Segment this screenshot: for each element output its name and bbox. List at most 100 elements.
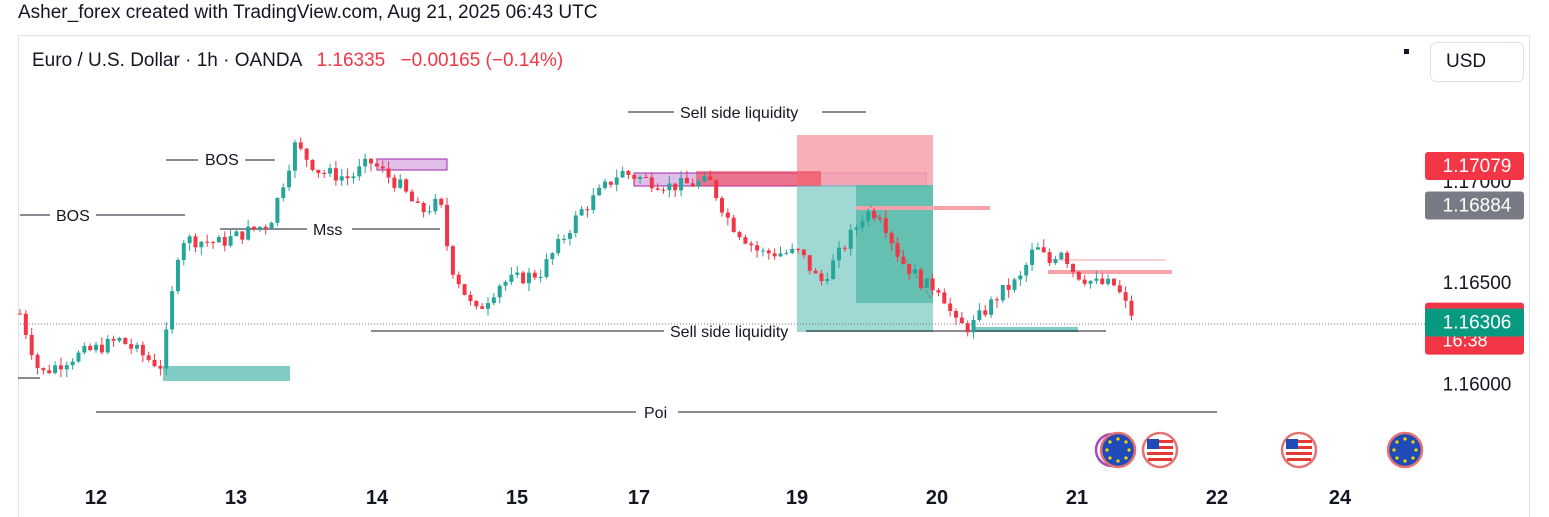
candle (398, 179, 403, 188)
candle (146, 355, 151, 360)
candle (930, 278, 935, 291)
candle (1000, 284, 1005, 301)
candle (486, 303, 490, 309)
candle (1082, 279, 1087, 284)
eu-flag-icon[interactable] (1094, 431, 1137, 469)
economic-events[interactable] (1094, 431, 1424, 469)
candle (661, 189, 666, 191)
us-flag-icon[interactable] (1141, 431, 1179, 469)
candle (117, 337, 122, 341)
menu-dot-icon[interactable] (1404, 49, 1409, 54)
candle (831, 260, 836, 279)
candle (445, 204, 450, 247)
candle (175, 259, 180, 292)
symbol-name[interactable]: Euro / U.S. Dollar · 1h · OANDA (32, 50, 302, 71)
candle (170, 291, 175, 330)
candle (562, 238, 567, 240)
price-badge: 1.16884 (1425, 191, 1524, 220)
candle (287, 170, 292, 188)
candle (573, 215, 578, 234)
candle (187, 236, 192, 244)
symbol-legend[interactable]: Euro / U.S. Dollar · 1h · OANDA 1.16335 … (32, 50, 563, 72)
candle (1059, 252, 1064, 260)
x-tick-label: 22 (1206, 487, 1228, 509)
candle (667, 183, 672, 191)
candle (731, 217, 736, 233)
candle (872, 211, 877, 219)
candle (70, 361, 75, 366)
candle (649, 177, 654, 189)
candle (942, 292, 947, 304)
candle (924, 278, 929, 288)
candle (959, 317, 964, 324)
eu-flag-icon[interactable] (1386, 431, 1424, 469)
candle (521, 272, 526, 284)
candle (989, 299, 994, 315)
candle (971, 320, 976, 333)
us-flag-icon[interactable] (1280, 431, 1318, 469)
candle (1035, 247, 1040, 250)
candle (895, 243, 900, 257)
candle (164, 329, 169, 369)
candle (983, 310, 988, 315)
price-axis[interactable]: 1.160001.165001.170001.170791.168841.163… (1425, 152, 1524, 395)
candle (450, 246, 455, 275)
candle (503, 281, 508, 286)
price-badge: 1.16306 (1425, 308, 1524, 337)
x-tick-label: 13 (225, 487, 247, 509)
x-tick-label: 21 (1066, 487, 1088, 509)
x-tick-label: 17 (628, 487, 650, 509)
candle (129, 344, 134, 349)
candle (474, 300, 479, 307)
fvg-zone-14 (376, 158, 448, 171)
candle (111, 338, 116, 341)
candle (690, 183, 695, 187)
candle (228, 236, 233, 246)
candle (796, 248, 801, 250)
candle (842, 247, 847, 249)
candle (53, 365, 58, 374)
candle (913, 269, 918, 274)
candle (1094, 278, 1099, 281)
candle (696, 181, 701, 187)
candle (837, 247, 841, 261)
candle (708, 176, 713, 181)
candle (784, 252, 789, 254)
candle (532, 272, 537, 278)
price-badge: 1.17079 (1425, 152, 1524, 181)
candle (298, 142, 303, 149)
candle (292, 142, 297, 171)
candle (1024, 264, 1029, 276)
candle (105, 338, 110, 353)
candle (263, 226, 268, 229)
candle (140, 344, 145, 356)
candle (240, 231, 245, 240)
candle (421, 202, 426, 213)
candle (614, 177, 619, 185)
candle (269, 222, 274, 229)
candle (579, 209, 584, 216)
candle (1041, 247, 1046, 253)
page-title: Asher_forex created with TradingView.com… (18, 2, 598, 23)
candle (1076, 271, 1081, 280)
x-tick-label: 20 (926, 487, 948, 509)
candle (883, 218, 888, 233)
zones-layer (163, 135, 1172, 381)
candle (304, 148, 309, 160)
last-price: 1.16335 (316, 50, 386, 71)
time-axis[interactable]: 12 13 14 15 17 19 20 21 22 24 (85, 487, 1352, 509)
price-badge-label: 1.16884 (1443, 196, 1512, 217)
candle (509, 274, 514, 282)
candle (427, 211, 432, 213)
x-tick-label: 19 (786, 487, 808, 509)
candle (199, 241, 204, 248)
sell-side-liquidity-bottom: Sell side liquidity (670, 324, 788, 341)
candle (632, 174, 637, 179)
candle (234, 231, 239, 237)
candle (29, 334, 34, 356)
currency-button[interactable]: USD (1430, 42, 1524, 82)
candle (743, 237, 748, 244)
candle (994, 299, 999, 301)
candle (1129, 300, 1134, 316)
